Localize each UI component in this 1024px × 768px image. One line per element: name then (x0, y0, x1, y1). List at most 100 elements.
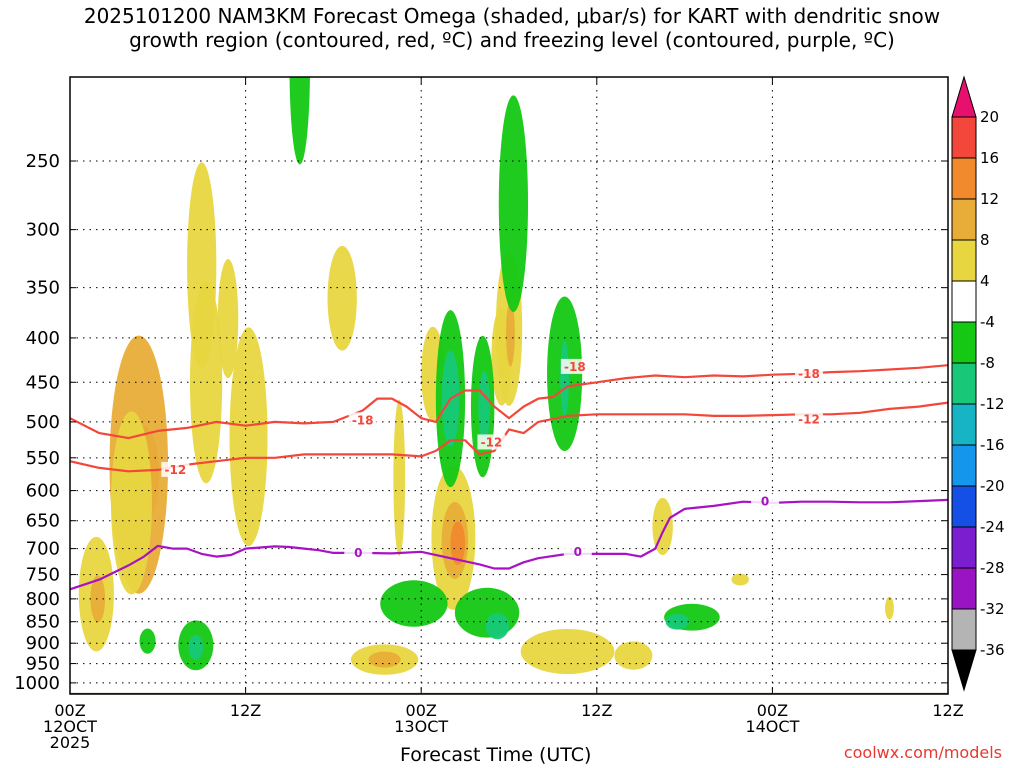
y-tick-label: 350 (26, 278, 60, 299)
isotherm-label: -12 (481, 435, 503, 449)
y-tick-label: 1000 (14, 673, 60, 694)
contour-label-bg (794, 365, 823, 381)
isotherm-label: -18 (352, 413, 374, 427)
isotherm-label: -18 (564, 360, 586, 374)
colorbar-label: 16 (980, 149, 999, 167)
isotherm-line (70, 498, 948, 591)
colorbar-segment (951, 608, 977, 651)
omega-cell (189, 281, 223, 484)
isotherm-contours (70, 364, 948, 591)
colorbar-segment (951, 198, 977, 241)
isotherm-label: -12 (798, 413, 820, 427)
y-tick-label: 800 (26, 589, 60, 610)
omega-cell (506, 299, 515, 367)
colorbar-label: -24 (980, 518, 1005, 536)
colorbar-label: -32 (980, 600, 1005, 618)
colorbar-segment (951, 526, 977, 569)
colorbar-label: -12 (980, 395, 1005, 413)
colorbar-top-arrow (951, 75, 977, 118)
y-tick-label: 550 (26, 448, 60, 469)
x-tick-label: 12OCT (43, 717, 97, 736)
omega-cell (560, 339, 569, 417)
colorbar-label: 8 (980, 231, 990, 249)
omega-cell (731, 573, 749, 586)
omega-cell (652, 497, 673, 555)
omega-cell (327, 245, 357, 351)
omega-cell (380, 580, 448, 627)
credit-link[interactable]: coolwx.com/models (843, 743, 1002, 762)
colorbar-label: 12 (980, 190, 999, 208)
omega-cell (139, 628, 156, 654)
omega-cell (520, 628, 615, 674)
x-tick-label: 13OCT (394, 717, 448, 736)
colorbar-label: -36 (980, 641, 1005, 659)
omega-cell (1008, 580, 1020, 609)
x-tick-label: 12Z (932, 701, 963, 720)
contour-label-bg (344, 544, 373, 560)
gridlines (70, 77, 948, 694)
contour-label-bg (794, 411, 823, 427)
y-tick-label: 900 (26, 633, 60, 654)
x-tick-label: 00Z (757, 701, 788, 720)
contour-label-bg (477, 434, 506, 450)
omega-cell (188, 634, 204, 660)
omega-cell (289, 77, 310, 165)
colorbar-segment (951, 485, 977, 528)
omega-cell (485, 612, 509, 640)
omega-cell (229, 327, 268, 547)
colorbar-segment (951, 362, 977, 405)
y-tick-label: 250 (26, 151, 60, 172)
y-tick-label: 650 (26, 511, 60, 532)
isotherm-label: -12 (165, 463, 187, 477)
colorbar-segment (951, 321, 977, 364)
x-tick-label: 12Z (581, 701, 612, 720)
colorbar-label: -8 (980, 354, 995, 372)
isotherm-label: 0 (761, 495, 769, 509)
omega-cell (110, 411, 152, 595)
y-tick-label: 850 (26, 612, 60, 633)
omega-cell (665, 613, 689, 630)
x-tick-label: 14OCT (745, 717, 799, 736)
isotherm-line (70, 401, 948, 473)
omega-cell (393, 399, 406, 556)
contour-labels: -18 -18 -18 -12 -12 -12 0 0 0 (161, 358, 823, 560)
x-tick-label: 12Z (230, 701, 261, 720)
omega-cell (217, 259, 239, 379)
colorbar-label: -4 (980, 313, 995, 331)
x-axis-label: Forecast Time (UTC) (400, 744, 592, 766)
title-line-1: 2025101200 NAM3KM Forecast Omega (shaded… (83, 4, 941, 28)
y-tick-label: 950 (26, 654, 60, 675)
title-line-2: growth region (contoured, red, ºC) and f… (129, 28, 895, 52)
omega-cell (450, 521, 466, 566)
omega-cell (885, 596, 894, 620)
y-tick-label: 300 (26, 220, 60, 241)
colorbar-bottom-arrow (951, 649, 977, 692)
colorbar-label: -16 (980, 436, 1005, 454)
colorbar-segment (951, 567, 977, 610)
y-tick-label: 750 (26, 565, 60, 586)
y-tick-label: 700 (26, 539, 60, 560)
colorbar-label: 20 (980, 108, 999, 126)
x-tick-label: 2025 (50, 733, 91, 752)
y-axis: 2503003504004505005506006507007508008509… (14, 151, 948, 694)
x-tick-label: 00Z (406, 701, 437, 720)
y-tick-label: 450 (26, 372, 60, 393)
omega-cell (90, 575, 106, 623)
colorbar: 20 16 12 8 4 -4 -8 -12 -16 -20 -24 -28 -32 -36 (951, 75, 1005, 692)
x-tick-label: 00Z (54, 701, 85, 720)
colorbar-segment (951, 239, 977, 282)
colorbar-segment (951, 157, 977, 200)
colorbar-segment (951, 403, 977, 446)
isotherm-label: -18 (798, 367, 820, 381)
contour-label-bg (560, 358, 589, 374)
omega-cell (614, 641, 653, 670)
colorbar-label: -20 (980, 477, 1005, 495)
isotherm-label: 0 (354, 546, 362, 560)
omega-cell (368, 651, 401, 668)
isotherm-line (70, 364, 948, 440)
omega-cell (478, 371, 490, 442)
colorbar-segment (951, 280, 977, 323)
contour-label-bg (563, 543, 592, 559)
